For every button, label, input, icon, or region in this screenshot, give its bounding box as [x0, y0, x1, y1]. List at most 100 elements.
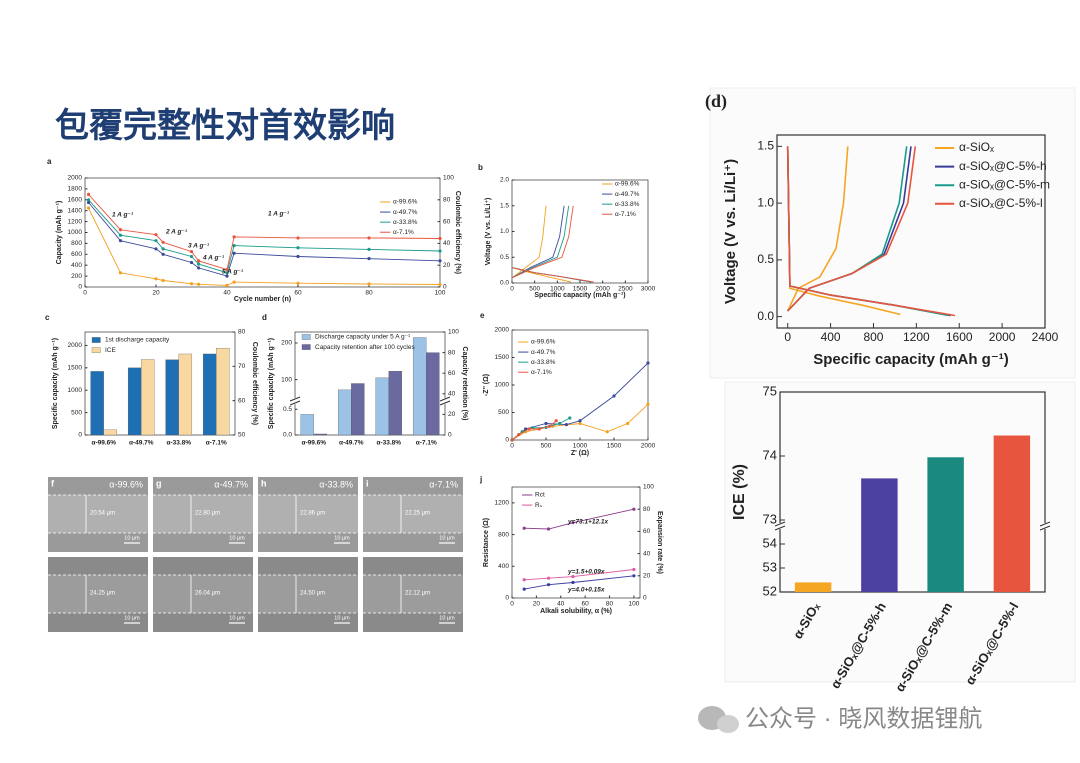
x-tick-label: 1200 — [903, 330, 930, 344]
axis-break — [774, 521, 786, 527]
legend-label: ICE — [105, 347, 117, 354]
data-point — [632, 507, 636, 511]
panel-label: e — [480, 311, 485, 320]
bar — [927, 457, 964, 592]
bar — [861, 478, 898, 592]
x-tick-label: 1600 — [946, 330, 973, 344]
scale-label: 10 μm — [124, 615, 140, 621]
x-axis-label: Alkali solubility, α (%) — [540, 608, 612, 615]
x-tick-label: 0 — [784, 330, 791, 344]
y2-tick-label: 0 — [643, 595, 647, 602]
x-tick-label: α-99.6% — [91, 440, 116, 447]
y-tick-label: 0.5 — [500, 254, 509, 261]
data-point — [578, 419, 582, 423]
series-line — [511, 205, 572, 283]
sem-image: 22.12 μm 10 μm — [363, 557, 463, 632]
legend-swatch — [301, 334, 311, 340]
plot-frame — [84, 331, 236, 436]
y-tick-label: 500 — [71, 409, 82, 416]
legend-label: Rct — [535, 492, 545, 499]
data-point — [438, 249, 442, 253]
y-tick-label: 100 — [281, 376, 292, 383]
axis-break — [289, 400, 301, 406]
data-point — [197, 282, 201, 286]
data-point — [537, 427, 541, 431]
y2-tick-label: 80 — [443, 197, 451, 204]
sem-image: 26.04 μm 10 μm — [153, 557, 253, 632]
x-tick-label: 0 — [510, 286, 514, 293]
x-tick-label: 20 — [152, 290, 160, 297]
axis-break — [774, 525, 786, 531]
y-tick-label: 0.5 — [283, 406, 292, 413]
panel-label: b — [478, 163, 483, 172]
sem-image: 22.86 μm 10 μm h α-33.8% — [258, 477, 358, 552]
y-tick-label: 400 — [498, 563, 509, 570]
x-tick-label: 3000 — [641, 286, 656, 293]
sem-layer — [258, 495, 358, 533]
y-axis-label: ICE (%) — [731, 464, 748, 520]
y2-tick-label: 50 — [238, 432, 246, 439]
y2-tick-label: 20 — [443, 262, 451, 269]
axis-break — [1039, 525, 1051, 531]
y2-tick-label: 100 — [448, 329, 459, 336]
data-point — [367, 282, 371, 286]
x-tick-label: 2000 — [989, 330, 1016, 344]
scale-label: 10 μm — [439, 535, 455, 541]
y-tick-label: 53 — [763, 559, 777, 574]
legend-label: α-SiOₓ — [959, 140, 994, 154]
y-axis-label: Voltage (V vs. Li/Li⁺) — [722, 159, 739, 304]
scale-label: 10 μm — [124, 535, 140, 541]
series-line — [524, 575, 634, 590]
y2-tick-label: 60 — [443, 218, 451, 225]
legend-label: Capacity retention after 100 cycles — [315, 344, 415, 351]
chart: 0 500 1000 1500 2000 50 60 70 80 α-99.6% α-49.7% α-… — [45, 313, 258, 447]
bar — [300, 414, 314, 436]
chart: 0 500 1000 1500 2000 0 500 1000 1500 2000 Z' (Ω) -Z… — [480, 311, 656, 457]
x-tick-label: 1000 — [573, 443, 588, 450]
sem-layer — [153, 575, 253, 613]
bar — [103, 429, 118, 436]
y-tick-label: 0 — [78, 432, 82, 439]
y-tick-label: 1500 — [68, 365, 83, 372]
y-tick-label: 1800 — [68, 186, 83, 193]
data-point — [632, 567, 636, 572]
y-axis-label: Voltage (V vs. Li/Li⁺) — [484, 198, 492, 266]
data-point — [118, 228, 123, 232]
legend-label: Discharge capacity under 5 A g⁻¹ — [315, 334, 411, 341]
sem-sample: α-49.7% — [214, 479, 248, 489]
y-tick-label: 0.5 — [757, 252, 774, 266]
data-point — [522, 526, 526, 530]
y-tick-label: 73 — [763, 511, 777, 526]
scale-label: 10 μm — [229, 615, 245, 621]
sem-image: 22.80 μm 10 μm g α-49.7% — [153, 477, 253, 552]
data-point — [225, 274, 229, 278]
y-tick-label: 75 — [763, 383, 777, 398]
scale-label: 10 μm — [334, 535, 350, 541]
bar — [375, 377, 389, 436]
sem-layer — [48, 495, 148, 533]
data-point — [367, 236, 371, 240]
data-point — [571, 521, 575, 525]
plot-frame — [779, 391, 1046, 593]
data-point — [438, 259, 442, 263]
y2-tick-label: 60 — [238, 397, 246, 404]
x-tick-label: α-7.1% — [416, 440, 437, 447]
legend-label: α-SiOₓ@C-5%-m — [959, 177, 1050, 191]
data-point — [522, 587, 526, 591]
legend-label: Rₛ — [535, 502, 543, 509]
bar — [993, 435, 1031, 592]
data-point — [189, 282, 194, 286]
bar — [216, 347, 230, 436]
x-tick-label: 2500 — [618, 286, 633, 293]
panel-label: a — [47, 157, 52, 166]
y-tick-label: 1000 — [68, 387, 83, 394]
legend-label: α-SiOₓ@C-5%-l — [959, 196, 1043, 210]
y2-tick-label: 40 — [643, 550, 651, 557]
data-point — [161, 240, 165, 244]
data-point — [161, 278, 165, 283]
y-tick-label: 600 — [71, 251, 82, 258]
y-tick-label: 800 — [498, 531, 509, 538]
data-point — [189, 249, 194, 254]
y-tick-label: 52 — [763, 583, 777, 598]
